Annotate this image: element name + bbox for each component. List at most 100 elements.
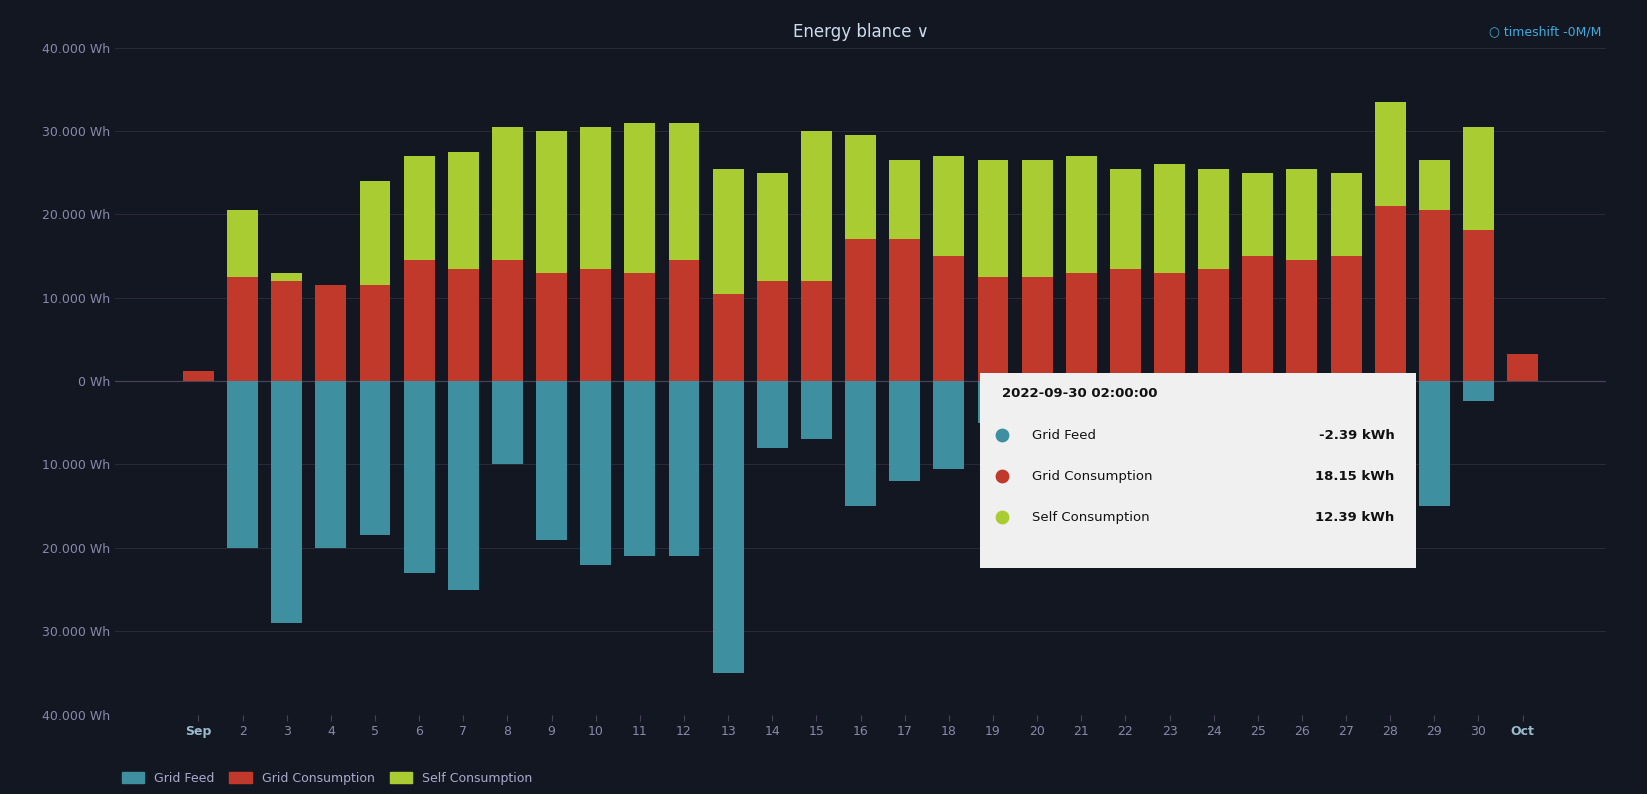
Bar: [359, 181, 390, 285]
Bar: [1021, 277, 1052, 381]
Bar: [359, 381, 390, 535]
Bar: [404, 260, 435, 381]
Bar: [1021, 381, 1052, 507]
Legend: Grid Feed, Grid Consumption, Self Consumption: Grid Feed, Grid Consumption, Self Consum…: [122, 772, 532, 785]
Bar: [1242, 381, 1273, 414]
Bar: [758, 173, 787, 281]
Bar: [1507, 354, 1538, 381]
Bar: [1375, 381, 1405, 473]
Bar: [1021, 160, 1052, 277]
Bar: [758, 381, 787, 448]
Bar: [316, 381, 346, 548]
Bar: [800, 281, 832, 381]
Bar: [492, 127, 522, 260]
Bar: [845, 135, 876, 240]
Bar: [537, 273, 567, 381]
Bar: [227, 277, 259, 381]
Bar: [800, 131, 832, 281]
Bar: [183, 371, 214, 381]
Title: Energy blance ∨: Energy blance ∨: [792, 22, 929, 40]
Bar: [889, 160, 921, 240]
Bar: [713, 381, 743, 673]
Bar: [934, 256, 963, 381]
Bar: [1331, 173, 1362, 256]
Bar: [1420, 210, 1449, 381]
Bar: [1286, 381, 1318, 398]
Bar: [359, 285, 390, 381]
Text: ○ timeshift -0M/M: ○ timeshift -0M/M: [1489, 25, 1601, 38]
Text: -2.39 kWh: -2.39 kWh: [1319, 429, 1395, 442]
Point: [988, 429, 1015, 441]
Bar: [713, 294, 743, 381]
Bar: [1066, 156, 1097, 273]
Bar: [1110, 268, 1141, 381]
Bar: [537, 381, 567, 540]
Bar: [404, 156, 435, 260]
Bar: [1375, 102, 1405, 206]
Bar: [758, 281, 787, 381]
Bar: [580, 381, 611, 565]
Bar: [669, 260, 700, 381]
Bar: [227, 381, 259, 548]
Bar: [934, 381, 963, 468]
Bar: [800, 381, 832, 440]
Text: 12.39 kWh: 12.39 kWh: [1316, 511, 1395, 523]
Bar: [492, 381, 522, 464]
Bar: [272, 273, 301, 281]
Text: Grid Consumption: Grid Consumption: [1033, 470, 1153, 483]
Bar: [1286, 260, 1318, 381]
Bar: [1199, 168, 1229, 268]
Bar: [889, 381, 921, 481]
Bar: [448, 152, 479, 268]
Bar: [1110, 381, 1141, 531]
Bar: [1066, 381, 1097, 407]
Bar: [272, 281, 301, 381]
Bar: [669, 381, 700, 557]
Bar: [448, 381, 479, 589]
Bar: [1331, 256, 1362, 381]
Bar: [1155, 273, 1184, 381]
Bar: [316, 285, 346, 381]
Bar: [934, 156, 963, 256]
Bar: [1463, 126, 1494, 229]
Bar: [537, 131, 567, 273]
Bar: [845, 240, 876, 381]
Bar: [492, 260, 522, 381]
Bar: [624, 122, 656, 273]
Bar: [1463, 381, 1494, 401]
Bar: [1420, 381, 1449, 507]
Bar: [669, 122, 700, 260]
Bar: [1155, 164, 1184, 273]
Bar: [1242, 256, 1273, 381]
Bar: [1155, 381, 1184, 398]
Point: [988, 511, 1015, 523]
Bar: [1242, 173, 1273, 256]
Text: Grid Feed: Grid Feed: [1033, 429, 1097, 442]
Bar: [978, 160, 1008, 277]
Bar: [1199, 381, 1229, 390]
Bar: [845, 381, 876, 507]
Bar: [1463, 229, 1494, 381]
Bar: [1375, 206, 1405, 381]
Bar: [1286, 168, 1318, 260]
Point: [988, 470, 1015, 483]
Bar: [1420, 160, 1449, 210]
Bar: [624, 381, 656, 557]
Bar: [713, 168, 743, 294]
Bar: [1331, 381, 1362, 422]
Bar: [889, 240, 921, 381]
Text: 18.15 kWh: 18.15 kWh: [1316, 470, 1395, 483]
Text: Self Consumption: Self Consumption: [1033, 511, 1150, 523]
Bar: [978, 277, 1008, 381]
Bar: [227, 210, 259, 277]
Bar: [1066, 273, 1097, 381]
Bar: [448, 268, 479, 381]
Bar: [624, 273, 656, 381]
Bar: [272, 381, 301, 622]
Bar: [1199, 268, 1229, 381]
Bar: [404, 381, 435, 573]
Text: 2022-09-30 02:00:00: 2022-09-30 02:00:00: [1001, 387, 1158, 400]
Bar: [978, 381, 1008, 422]
Bar: [1110, 168, 1141, 268]
Bar: [580, 127, 611, 268]
